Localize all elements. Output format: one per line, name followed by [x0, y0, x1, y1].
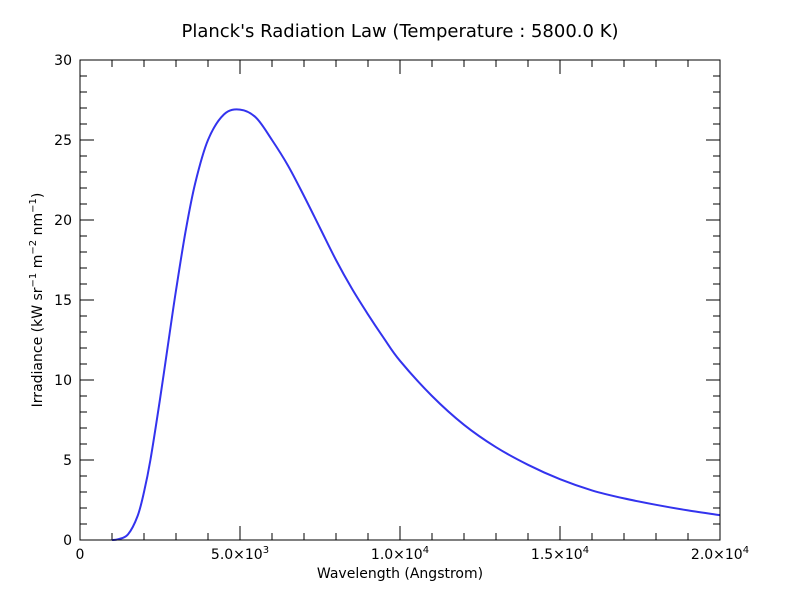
y-tick-label: 0	[63, 533, 72, 549]
x-tick-label: 2.0×104	[691, 545, 749, 563]
x-tick-label: 1.0×104	[371, 545, 429, 563]
series-layer	[111, 108, 721, 541]
plot-frame	[79, 59, 721, 541]
y-axis-label: Irradiance (kW sr−1 m−2 nm−1)	[28, 193, 46, 408]
chart-title: Planck's Radiation Law (Temperature : 58…	[181, 21, 618, 42]
y-tick-label: 5	[63, 453, 72, 469]
y-tick-label: 30	[54, 53, 72, 69]
x-axis-label: Wavelength (Angstrom)	[317, 566, 483, 582]
x-tick-label: 1.5×104	[531, 545, 589, 563]
y-tick-label: 10	[54, 373, 72, 389]
x-tick-label: 0	[76, 547, 85, 563]
y-tick-label: 25	[54, 133, 72, 149]
y-tick-label: 20	[54, 213, 72, 229]
series-line	[111, 108, 721, 541]
x-tick-label: 5.0×103	[211, 545, 269, 563]
x-axis-ticks: 0 5.0×103 1.0×104 1.5×104 2.0×104	[76, 60, 749, 563]
y-tick-label: 15	[54, 293, 72, 309]
y-axis-ticks: 0 5 10 15 20 25 30	[54, 53, 720, 549]
